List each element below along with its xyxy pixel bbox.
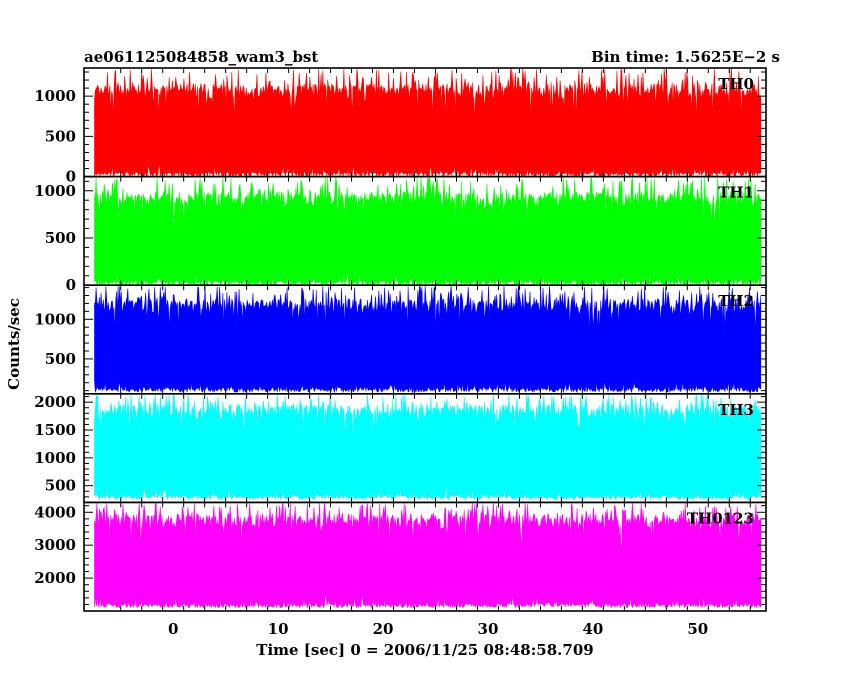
panel-th1: 0 500 1000 TH1 xyxy=(34,175,767,294)
panel-th2: 500 1000 TH2 xyxy=(34,284,767,395)
y-tick-label: 1000 xyxy=(34,449,76,467)
bin-time-label: Bin time: 1.5625E−2 s xyxy=(591,48,780,66)
x-axis-label: Time [sec] 0 = 2006/11/25 08:48:58.709 xyxy=(256,641,593,659)
y-axis-label: Counts/sec xyxy=(5,298,23,390)
chart-title: ae061125084858_wam3_bst xyxy=(84,48,318,66)
panel-th3: 500 1000 1500 2000 TH3 xyxy=(34,392,767,504)
y-tick-label: 1000 xyxy=(34,182,76,200)
channel-label: TH3 xyxy=(718,401,754,419)
series-th1 xyxy=(94,176,762,287)
y-tick-label: 1000 xyxy=(34,87,76,105)
x-tick-label: 30 xyxy=(478,620,499,638)
y-tick-label: 0 xyxy=(66,276,76,294)
series-th0123 xyxy=(94,502,762,609)
y-tick-label: 4000 xyxy=(34,503,76,521)
y-tick-label: 500 xyxy=(45,229,76,247)
y-tick-label: 500 xyxy=(45,127,76,145)
y-tick-label: 2000 xyxy=(34,393,76,411)
y-tick-label: 0 xyxy=(66,168,76,186)
channel-label: TH1 xyxy=(718,184,754,202)
panel-th0123: 2000 3000 4000 TH0123 xyxy=(34,501,767,612)
panel-th0: 0 500 1000 TH0 xyxy=(34,67,767,186)
series-th0 xyxy=(94,68,762,178)
x-tick-label: 50 xyxy=(687,620,708,638)
x-tick-label: 10 xyxy=(268,620,289,638)
x-tick-label: 20 xyxy=(373,620,394,638)
y-tick-label: 2000 xyxy=(34,569,76,587)
series-th2 xyxy=(94,285,762,394)
x-tick-label: 0 xyxy=(168,620,178,638)
y-tick-label: 1500 xyxy=(34,421,76,439)
channel-label: TH0123 xyxy=(687,509,754,527)
y-tick-label: 500 xyxy=(45,350,76,368)
series-th3 xyxy=(94,393,762,501)
x-tick-label: 40 xyxy=(582,620,603,638)
y-tick-label: 3000 xyxy=(34,536,76,554)
y-tick-label: 500 xyxy=(45,477,76,495)
channel-label: TH2 xyxy=(718,292,754,310)
y-tick-label: 1000 xyxy=(34,310,76,328)
channel-label: TH0 xyxy=(718,75,754,93)
panel-frame xyxy=(83,501,767,612)
